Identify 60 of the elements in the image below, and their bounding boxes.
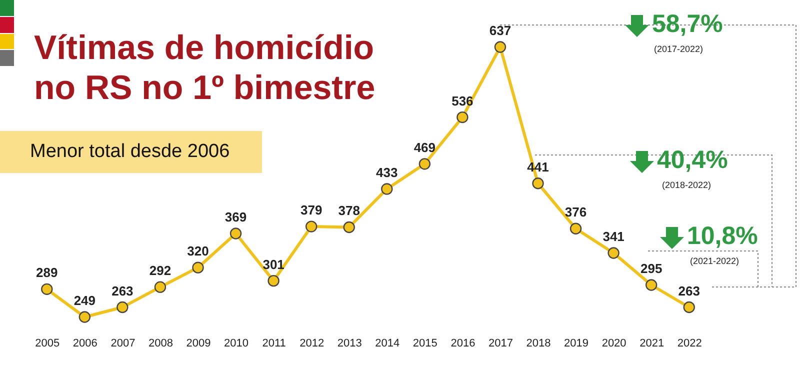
point xyxy=(381,183,393,195)
x-tick-label: 2007 xyxy=(110,338,136,350)
point xyxy=(645,279,658,291)
data-label: 637 xyxy=(489,23,512,38)
point xyxy=(608,247,620,259)
x-tick-label: 2015 xyxy=(412,338,438,350)
highlight-box: Menor total desde 2006 xyxy=(0,131,262,173)
annotation: (2018-2022) xyxy=(662,180,712,190)
point xyxy=(268,274,280,287)
data-label: 341 xyxy=(602,228,624,244)
annotation: (2017-2022) xyxy=(654,44,704,54)
x-tick-label: 2021 xyxy=(640,338,664,350)
x-tick-label: 2019 xyxy=(564,338,589,350)
point xyxy=(494,41,506,53)
point xyxy=(570,222,582,234)
x-tick-label: 2006 xyxy=(72,338,98,350)
data-label: 289 xyxy=(36,265,58,280)
point xyxy=(343,221,355,234)
point xyxy=(154,281,166,293)
x-tick-label: 2014 xyxy=(375,338,400,350)
point xyxy=(456,111,468,124)
data-label: 263 xyxy=(678,283,700,298)
data-label: 369 xyxy=(224,209,247,224)
x-tick-label: 2008 xyxy=(148,338,173,350)
data-label: 249 xyxy=(74,293,96,308)
data-label: 378 xyxy=(338,203,360,218)
data-label: 295 xyxy=(640,260,662,276)
data-label: 376 xyxy=(564,204,587,220)
point xyxy=(418,158,431,170)
point xyxy=(683,301,695,314)
point xyxy=(532,178,544,190)
x-tick-label: 2005 xyxy=(35,338,60,350)
annotation: 40,4% xyxy=(657,146,728,175)
x-tick-label: 2017 xyxy=(488,338,513,350)
point xyxy=(78,311,91,323)
data-label: 433 xyxy=(376,164,398,180)
point xyxy=(116,301,128,314)
x-tick-label: 2011 xyxy=(262,338,286,350)
x-tick-label: 2020 xyxy=(602,338,626,350)
x-tick-label: 2018 xyxy=(526,338,551,350)
point xyxy=(230,228,242,240)
x-tick-label: 2013 xyxy=(337,338,362,350)
point xyxy=(305,220,318,232)
chart-title: Vítimas de homicídio no RS no 1º bimestre xyxy=(34,28,376,108)
annotation: (2021-2022) xyxy=(690,256,740,266)
data-label: 301 xyxy=(262,256,284,272)
x-tick-label: 2010 xyxy=(224,338,249,350)
x-tick-label: 2009 xyxy=(186,338,211,350)
point xyxy=(192,262,204,274)
data-label: 320 xyxy=(187,244,209,259)
x-tick-label: 2012 xyxy=(300,338,324,350)
point xyxy=(41,283,53,295)
data-label: 292 xyxy=(149,263,172,278)
x-tick-label: 2016 xyxy=(450,338,476,350)
annotation: 10,8% xyxy=(687,222,758,251)
data-label: 263 xyxy=(112,283,134,298)
data-label: 469 xyxy=(414,140,436,155)
text: 58,7% xyxy=(652,10,723,39)
x-tick-label: 2022 xyxy=(677,338,702,350)
data-label: 379 xyxy=(300,202,322,218)
